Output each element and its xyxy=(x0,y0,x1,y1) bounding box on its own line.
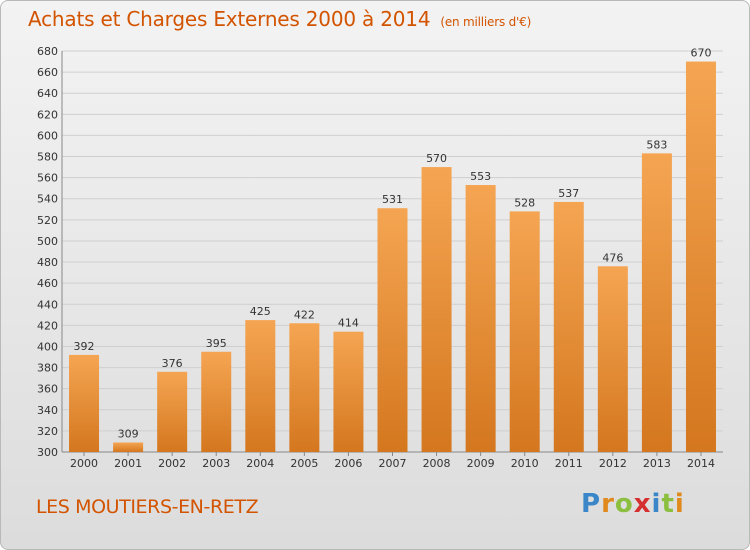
y-tick-label: 540 xyxy=(37,193,58,206)
y-tick-label: 460 xyxy=(37,277,58,290)
y-tick-label: 340 xyxy=(37,404,58,417)
bar xyxy=(465,185,496,452)
y-tick-label: 640 xyxy=(37,87,58,100)
y-tick-label: 300 xyxy=(37,446,58,459)
x-tick-label: 2003 xyxy=(202,457,230,470)
x-tick-label: 2000 xyxy=(70,457,98,470)
y-tick-label: 480 xyxy=(37,256,58,269)
y-tick-label: 320 xyxy=(37,425,58,438)
bar xyxy=(377,208,408,452)
data-label: 376 xyxy=(162,357,183,370)
y-tick-label: 580 xyxy=(37,151,58,164)
data-label: 528 xyxy=(514,196,535,209)
y-tick-label: 380 xyxy=(37,362,58,375)
data-label: 670 xyxy=(690,47,711,60)
bar xyxy=(333,331,364,452)
data-label: 553 xyxy=(470,170,491,183)
chart-title: Achats et Charges Externes 2000 à 2014 (e… xyxy=(28,7,531,31)
x-tick-label: 2011 xyxy=(555,457,583,470)
x-tick-label: 2013 xyxy=(643,457,671,470)
bar xyxy=(597,266,628,452)
x-tick-label: 2005 xyxy=(290,457,318,470)
data-label: 392 xyxy=(74,340,95,353)
bar xyxy=(69,354,100,452)
bars xyxy=(69,61,716,452)
proxiti-logo[interactable]: Proxiti xyxy=(581,489,685,519)
axes: 300 320 340 360 380 400 420 440 460 480 500 520 540 5… xyxy=(37,45,723,470)
bar xyxy=(245,320,276,452)
data-label: 583 xyxy=(646,138,667,151)
y-tick-label: 520 xyxy=(37,214,58,227)
x-tick-label: 2002 xyxy=(158,457,186,470)
data-labels: 392 309 376 395 425 422 414 531 570 553 528 537 476 5… xyxy=(74,47,712,441)
commune-name: LES MOUTIERS-EN-RETZ xyxy=(36,496,259,518)
bar xyxy=(685,61,716,452)
y-tick-label: 560 xyxy=(37,172,58,185)
y-tick-label: 400 xyxy=(37,340,58,353)
x-tick-label: 2006 xyxy=(334,457,362,470)
title-text: Achats et Charges Externes 2000 à 2014 xyxy=(28,7,431,31)
y-tick-label: 660 xyxy=(37,66,58,79)
x-tick-label: 2010 xyxy=(511,457,539,470)
data-label: 531 xyxy=(382,193,403,206)
bar xyxy=(113,442,144,452)
y-tick-label: 600 xyxy=(37,129,58,142)
y-tick-label: 620 xyxy=(37,108,58,121)
x-tick-label: 2004 xyxy=(246,457,274,470)
bar xyxy=(157,371,188,452)
x-tick-label: 2001 xyxy=(114,457,142,470)
data-label: 570 xyxy=(426,152,447,165)
bar xyxy=(421,167,452,452)
x-tick-label: 2009 xyxy=(467,457,495,470)
y-tick-label: 360 xyxy=(37,383,58,396)
bar xyxy=(509,211,540,452)
data-label: 537 xyxy=(558,187,579,200)
data-label: 414 xyxy=(338,317,359,330)
x-tick-label: 2014 xyxy=(687,457,715,470)
data-label: 476 xyxy=(602,251,623,264)
x-tick-label: 2012 xyxy=(599,457,627,470)
bar xyxy=(289,323,320,452)
title-unit: (en milliers d'€) xyxy=(440,15,532,29)
bar xyxy=(641,153,672,452)
x-tick-label: 2008 xyxy=(423,457,451,470)
y-tick-label: 440 xyxy=(37,298,58,311)
data-label: 395 xyxy=(206,337,227,350)
y-tick-label: 680 xyxy=(37,45,58,58)
x-tick-label: 2007 xyxy=(379,457,407,470)
bar xyxy=(553,201,584,452)
y-tick-label: 500 xyxy=(37,235,58,248)
data-label: 309 xyxy=(118,428,139,441)
data-label: 422 xyxy=(294,308,315,321)
y-tick-label: 420 xyxy=(37,319,58,332)
bar xyxy=(201,351,232,452)
data-label: 425 xyxy=(250,305,271,318)
